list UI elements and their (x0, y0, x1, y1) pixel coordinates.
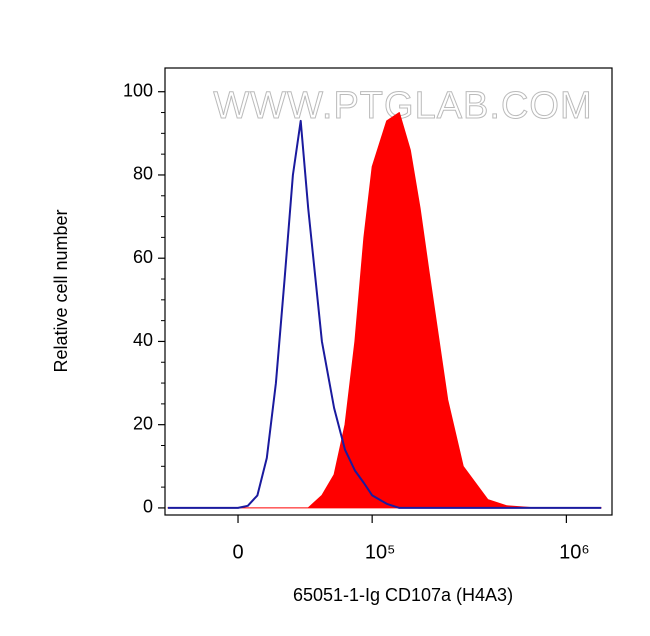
histogram-area (167, 112, 602, 509)
y-tick-label: 0 (143, 497, 153, 517)
x-tick-label: 0 (232, 541, 243, 563)
histogram-line (167, 119, 602, 509)
y-tick-label: 80 (133, 164, 153, 184)
y-tick-label: 60 (133, 247, 153, 267)
watermark: WWW.PTGLAB.COM (213, 85, 592, 127)
x-tick-label: 10⁵ (365, 541, 396, 563)
y-tick-label: 100 (123, 80, 153, 100)
plot-frame (164, 67, 613, 516)
y-tick-label: 20 (133, 413, 153, 433)
x-axis-label: 65051-1-Ig CD107a (H4A3) (293, 585, 513, 605)
y-tick-label: 40 (133, 330, 153, 350)
x-tick-label: 10⁶ (559, 541, 589, 563)
y-axis-label: Relative cell number (51, 209, 71, 372)
